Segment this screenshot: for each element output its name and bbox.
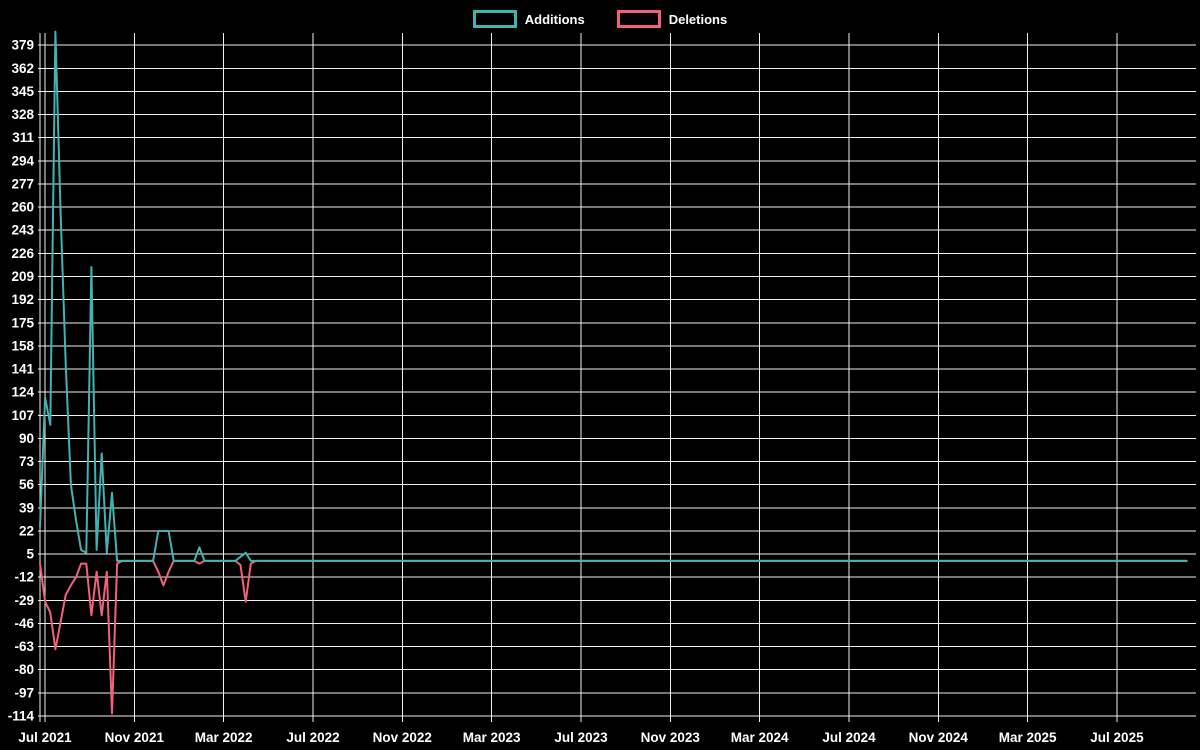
y-tick-label: 379 — [11, 38, 34, 53]
x-tick-label: Mar 2025 — [999, 730, 1057, 745]
y-tick-label: 124 — [11, 385, 34, 400]
y-tick-label: 345 — [11, 84, 34, 99]
x-tick-label: Jul 2024 — [822, 730, 876, 745]
y-tick-label: 277 — [11, 176, 34, 191]
y-tick-label: 192 — [11, 292, 34, 307]
y-tick-label: 311 — [12, 130, 34, 145]
x-tick-label: Jul 2023 — [554, 730, 608, 745]
y-tick-label: -29 — [14, 593, 34, 608]
x-tick-label: Mar 2024 — [731, 730, 789, 745]
y-tick-label: 56 — [19, 477, 35, 492]
legend-item-deletions[interactable]: Deletions — [616, 10, 728, 28]
y-tick-label: -97 — [14, 685, 34, 700]
x-tick-label: Nov 2024 — [909, 730, 969, 745]
y-tick-label: 328 — [11, 107, 34, 122]
y-tick-label: -80 — [14, 662, 34, 677]
y-tick-label: -63 — [14, 639, 34, 654]
x-tick-label: Mar 2023 — [463, 730, 521, 745]
y-tick-label: 39 — [19, 500, 34, 515]
legend-item-additions[interactable]: Additions — [472, 10, 585, 28]
y-tick-label: 141 — [11, 362, 34, 377]
x-tick-label: Jul 2021 — [18, 730, 72, 745]
x-tick-label: Nov 2023 — [641, 730, 701, 745]
additions-line — [39, 30, 1188, 562]
y-tick-label: 243 — [11, 223, 34, 238]
x-tick-label: Jul 2022 — [286, 730, 339, 745]
y-tick-label: 209 — [11, 269, 34, 284]
x-tick-label: Nov 2022 — [373, 730, 432, 745]
y-tick-label: 294 — [11, 153, 34, 168]
y-tick-label: 362 — [11, 61, 34, 76]
x-tick-label: Jul 2025 — [1090, 730, 1144, 745]
additions-legend-swatch-icon — [472, 10, 517, 28]
y-tick-label: 158 — [11, 338, 34, 353]
deletions-line — [39, 559, 1188, 715]
chart-legend: Additions Deletions — [0, 8, 1200, 30]
y-tick-label: -114 — [8, 709, 35, 724]
y-tick-label: 107 — [11, 408, 34, 423]
y-tick-label: 260 — [11, 200, 34, 215]
x-tick-label: Mar 2022 — [195, 730, 253, 745]
y-tick-label: 73 — [19, 454, 35, 469]
y-tick-label: -12 — [14, 570, 34, 585]
y-tick-label: 226 — [11, 246, 34, 261]
x-tick-label: Nov 2021 — [105, 730, 165, 745]
y-tick-label: 5 — [26, 547, 34, 562]
y-tick-label: 22 — [19, 523, 34, 538]
y-tick-label: 90 — [19, 431, 34, 446]
legend-label-additions: Additions — [524, 11, 585, 27]
legend-label-deletions: Deletions — [668, 11, 728, 27]
y-tick-label: -46 — [14, 616, 34, 631]
deletions-legend-swatch-icon — [616, 10, 661, 28]
y-tick-label: 175 — [11, 315, 34, 330]
